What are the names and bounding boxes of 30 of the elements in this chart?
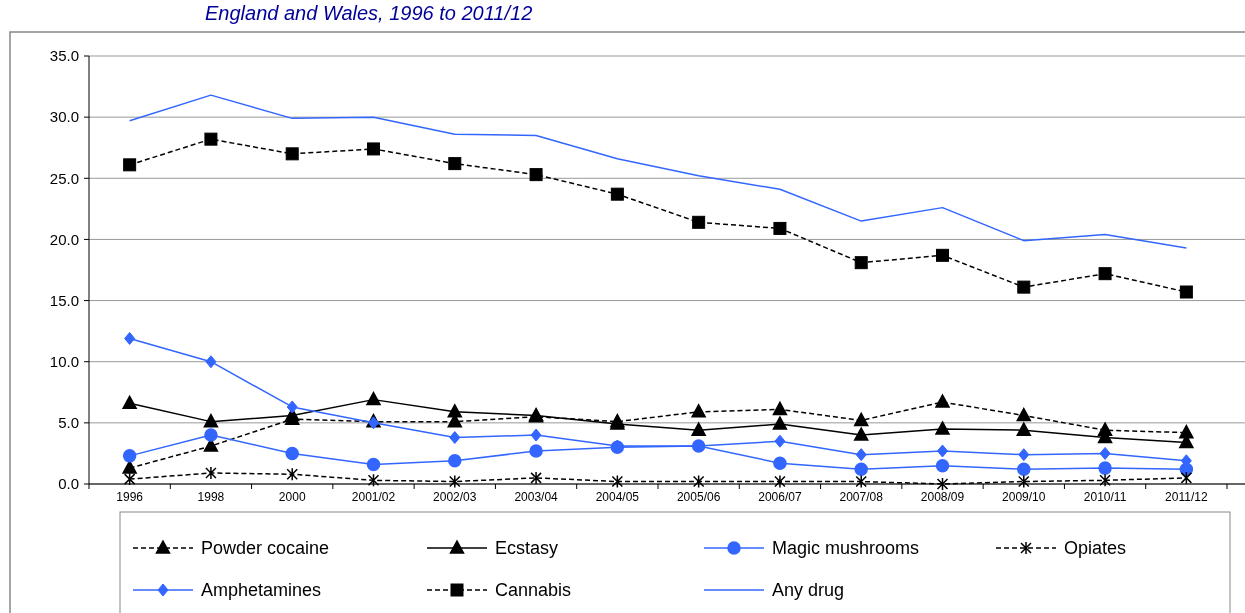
y-tick-label: 25.0	[49, 169, 79, 187]
legend-label: Any drug	[772, 580, 845, 601]
x-tick-label: 2001/02	[351, 490, 396, 504]
y-tick-label: 15.0	[49, 291, 79, 309]
y-tick-label: 30.0	[49, 108, 79, 126]
legend-label: Powder cocaine	[201, 538, 330, 559]
x-tick-label: 2002/03	[433, 490, 477, 504]
x-tick-label: 2008/09	[920, 490, 965, 504]
y-tick-label: 10.0	[49, 352, 79, 370]
x-tick-label: 2000	[278, 490, 306, 504]
y-tick-label: 5.0	[58, 414, 79, 432]
legend-label: Opiates	[1064, 538, 1127, 559]
x-tick-label: 2004/05	[595, 490, 640, 504]
x-tick-label: 2007/08	[839, 490, 884, 504]
x-tick-label: 2006/07	[758, 490, 802, 504]
x-tick-label: 2003/04	[514, 490, 559, 504]
x-tick-label: 2009/10	[1002, 490, 1046, 504]
legend-label: Cannabis	[495, 580, 572, 601]
x-tick-label: 2005/06	[676, 490, 721, 504]
legend-label: Amphetamines	[201, 580, 322, 601]
legend-label: Ecstasy	[495, 538, 559, 559]
x-tick-label: 2011/12	[1165, 490, 1208, 504]
x-tick-label: 1996	[116, 490, 144, 504]
y-tick-label: 20.0	[49, 230, 79, 248]
chart-title: England and Wales, 1996 to 2011/12	[205, 2, 533, 24]
x-tick-label: 1998	[197, 490, 225, 504]
legend-label: Magic mushrooms	[772, 538, 920, 559]
x-tick-label: 2010/11	[1083, 490, 1127, 504]
y-tick-label: 0.0	[58, 475, 79, 493]
y-tick-label: 35.0	[49, 47, 79, 65]
